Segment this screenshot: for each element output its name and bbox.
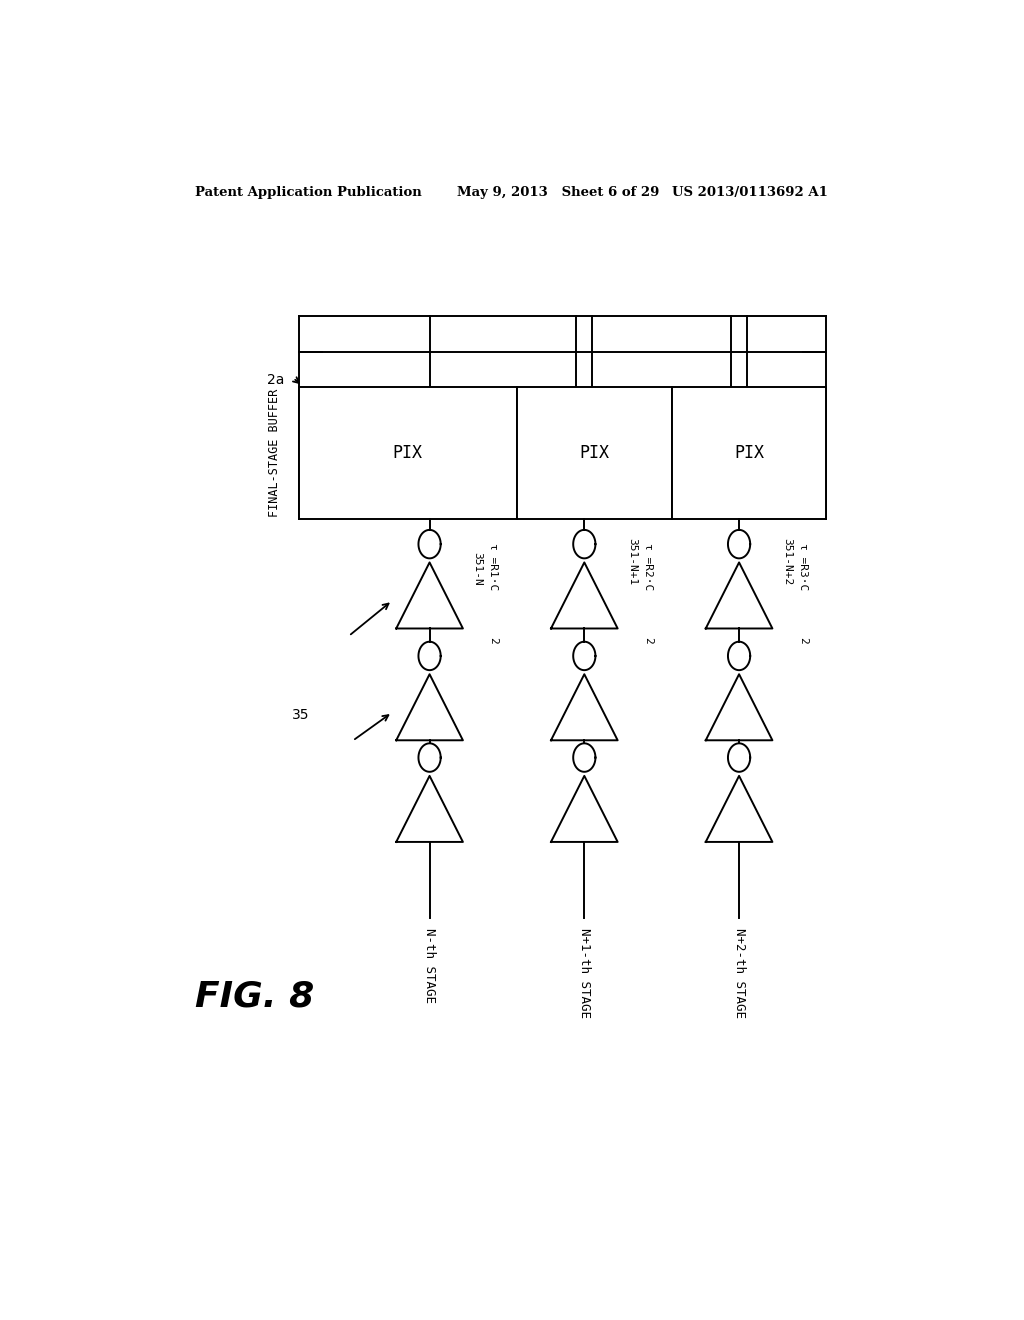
Text: 35: 35 xyxy=(292,709,309,722)
Text: τ =R3·C: τ =R3·C xyxy=(798,543,808,590)
Text: FIG. 8: FIG. 8 xyxy=(196,979,314,1014)
Text: PIX: PIX xyxy=(393,444,423,462)
Text: 2: 2 xyxy=(488,638,499,644)
Text: τ =R1·C: τ =R1·C xyxy=(488,543,499,590)
Text: 351-N+2: 351-N+2 xyxy=(782,539,792,585)
Text: PIX: PIX xyxy=(734,444,764,462)
Bar xyxy=(299,387,517,519)
Text: PIX: PIX xyxy=(580,444,609,462)
Text: N-th STAGE: N-th STAGE xyxy=(423,928,436,1003)
Text: 2a: 2a xyxy=(267,374,285,387)
Text: May 9, 2013   Sheet 6 of 29: May 9, 2013 Sheet 6 of 29 xyxy=(458,186,659,199)
Text: 2: 2 xyxy=(798,638,808,644)
Text: US 2013/0113692 A1: US 2013/0113692 A1 xyxy=(672,186,827,199)
Bar xyxy=(672,387,826,519)
Bar xyxy=(517,387,672,519)
Text: FINAL-STAGE BUFFER: FINAL-STAGE BUFFER xyxy=(268,389,282,517)
Text: N+2-th STAGE: N+2-th STAGE xyxy=(732,928,745,1018)
Text: 351-N: 351-N xyxy=(472,552,482,585)
Text: τ =R2·C: τ =R2·C xyxy=(643,543,653,590)
Text: N+1-th STAGE: N+1-th STAGE xyxy=(578,928,591,1018)
Text: 2: 2 xyxy=(643,638,653,644)
Text: 351-N+1: 351-N+1 xyxy=(627,539,637,585)
Text: Patent Application Publication: Patent Application Publication xyxy=(196,186,422,199)
